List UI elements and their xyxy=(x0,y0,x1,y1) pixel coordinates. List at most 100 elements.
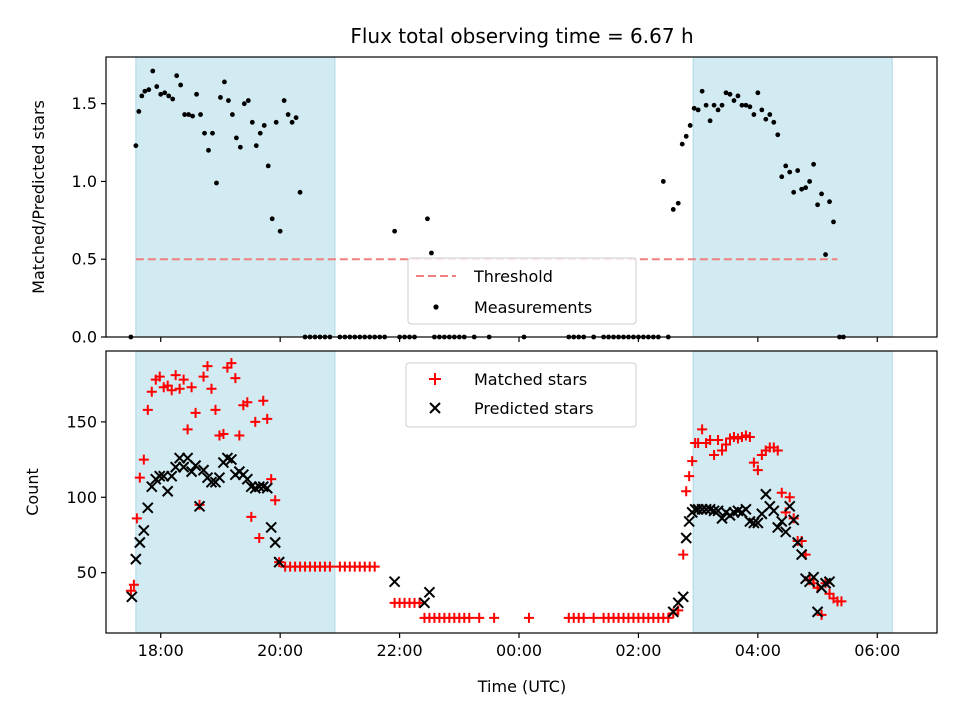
chart-title: Flux total observing time = 6.67 h xyxy=(350,24,693,48)
counts-series-1-point-37 xyxy=(273,556,285,568)
ratio-series-0-point-3 xyxy=(139,93,145,99)
ratio-series-0-point-34 xyxy=(261,123,267,128)
counts-series-1-point-7 xyxy=(154,470,166,482)
ratio-series-0-point-117 xyxy=(755,90,761,96)
counts-series-1-point-71 xyxy=(784,500,796,513)
ratio-series-0-point-7 xyxy=(154,84,160,89)
counts-series-1-point-39 xyxy=(418,597,431,609)
counts-series-1-point-17 xyxy=(193,500,206,513)
counts-series-0-point-98 xyxy=(681,486,692,497)
counts-series-1-point-5 xyxy=(146,481,158,493)
ratio-series-0-point-39 xyxy=(281,98,287,103)
ratio-series-0-point-42 xyxy=(293,115,299,121)
x-axis-label: Time (UTC) xyxy=(477,677,566,696)
ratio-series-0-point-102 xyxy=(695,107,701,113)
counts-series-0-point-31 xyxy=(246,511,257,522)
ratio-series-0-point-38 xyxy=(277,228,283,234)
ratio-series-0-point-4 xyxy=(142,88,148,94)
counts-series-1-point-63 xyxy=(752,517,764,529)
counts-series-1-point-77 xyxy=(807,571,820,583)
counts-series-0-point-106 xyxy=(709,450,720,461)
counts-series-0-point-14 xyxy=(178,374,189,385)
ratio-series-0-point-123 xyxy=(779,174,785,180)
counts-series-1-point-15 xyxy=(185,465,198,478)
counts-series-1-point-4 xyxy=(142,502,154,514)
ratio-series-0-point-109 xyxy=(723,90,729,96)
counts-series-1-point-43 xyxy=(677,591,689,603)
counts-series-0-point-125 xyxy=(784,492,795,503)
counts-series-0-point-36 xyxy=(266,474,277,485)
ratio-y-axis-label: Matched/Predicted stars xyxy=(29,100,48,294)
counts-series-0-point-4 xyxy=(138,454,149,465)
counts-y-tick-label: 100 xyxy=(66,488,97,507)
x-tick-label: 02:00 xyxy=(615,641,661,660)
x-tick-label: 18:00 xyxy=(138,641,184,660)
counts-series-0-point-35 xyxy=(262,413,273,424)
ratio-series-0-point-129 xyxy=(803,185,809,191)
ratio-series-0-point-2 xyxy=(136,109,142,114)
counts-series-1-point-20 xyxy=(205,476,218,488)
ratio-y-tick-label: 0.0 xyxy=(72,328,97,347)
ratio-series-0-point-26 xyxy=(229,112,235,117)
counts-series-0-point-117 xyxy=(752,465,763,476)
counts-series-0-point-21 xyxy=(206,383,217,394)
legend-predicted-swatch xyxy=(429,402,441,414)
ratio-series-0-point-103 xyxy=(699,88,705,94)
counts-series-0-point-12 xyxy=(170,370,181,381)
ratio-series-0-point-97 xyxy=(675,200,681,206)
ratio-series-0-point-106 xyxy=(711,102,717,108)
ratio-series-0-point-116 xyxy=(751,112,757,117)
ratio-series-0-point-100 xyxy=(687,123,693,128)
counts-series-0-point-16 xyxy=(186,382,197,393)
counts-series-1-point-72 xyxy=(787,514,800,526)
ratio-axes-frame xyxy=(105,56,938,338)
ratio-series-0-point-28 xyxy=(237,144,243,150)
ratio-series-0-point-133 xyxy=(819,191,824,197)
counts-series-0-point-72 xyxy=(464,612,475,623)
counts-series-0-point-108 xyxy=(717,445,728,456)
counts-series-0-point-126 xyxy=(788,513,799,524)
ratio-legend: Threshold Measurements xyxy=(407,257,637,325)
ratio-series-0-point-21 xyxy=(210,130,215,136)
legend-predicted-label: Predicted stars xyxy=(474,399,594,418)
ratio-series-0-point-115 xyxy=(747,104,753,110)
counts-series-0-point-8 xyxy=(154,371,165,382)
ratio-series-0-point-35 xyxy=(265,163,271,169)
ratio-series-0-point-41 xyxy=(289,119,295,125)
counts-series-0-point-74 xyxy=(489,612,500,623)
ratio-series-0-point-11 xyxy=(170,96,176,102)
ratio-series-0-point-17 xyxy=(194,91,199,97)
ratio-series-0-point-10 xyxy=(166,93,172,99)
ratio-y-tick-label: 0.5 xyxy=(72,250,97,269)
counts-series-0-point-0 xyxy=(125,585,136,596)
ratio-series-0-point-136 xyxy=(831,219,836,225)
ratio-series-0-point-112 xyxy=(735,93,741,99)
counts-series-0-point-28 xyxy=(234,430,245,441)
ratio-series-0-point-37 xyxy=(273,119,279,125)
ratio-series-0-point-114 xyxy=(743,102,749,108)
counts-series-0-point-30 xyxy=(242,397,253,408)
ratio-series-0-point-120 xyxy=(767,112,773,117)
counts-series-1-point-36 xyxy=(269,536,281,549)
counts-series-0-point-27 xyxy=(230,373,241,384)
counts-series-0-point-62 xyxy=(414,597,425,608)
ratio-series-0-point-5 xyxy=(146,87,152,93)
counts-series-0-point-79 xyxy=(578,612,589,623)
counts-series-1-point-73 xyxy=(791,536,804,549)
counts-series-1-point-29 xyxy=(241,473,254,485)
counts-y-tick-label: 150 xyxy=(66,412,97,431)
counts-series-0-point-115 xyxy=(744,431,755,442)
counts-series-1-point-74 xyxy=(795,548,808,561)
ratio-series-0-point-134 xyxy=(823,252,828,257)
ratio-series-0-point-13 xyxy=(178,82,184,88)
legend-matched-label: Matched stars xyxy=(474,370,587,389)
counts-series-0-point-75 xyxy=(523,612,534,623)
counts-series-0-point-15 xyxy=(182,424,193,435)
counts-series-1-point-1 xyxy=(130,553,142,565)
counts-series-1-point-45 xyxy=(683,515,695,528)
ratio-series-0-point-121 xyxy=(771,119,777,125)
counts-series-0-point-26 xyxy=(226,358,237,369)
ratio-series-0-point-110 xyxy=(727,91,733,97)
ratio-series-0-point-126 xyxy=(791,189,797,195)
x-tick-label: 06:00 xyxy=(854,641,900,660)
